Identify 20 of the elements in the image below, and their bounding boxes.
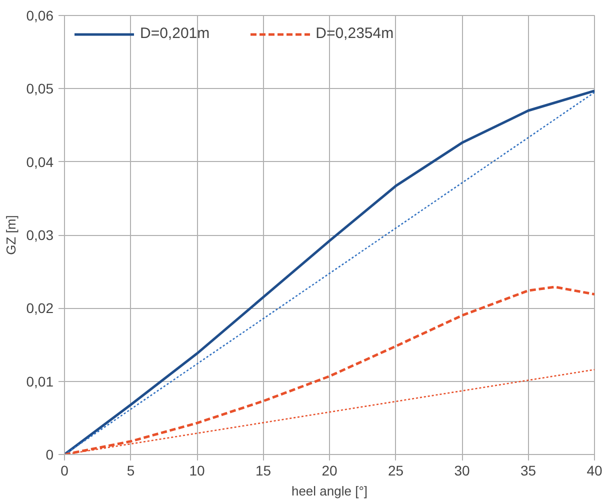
- y-tick-label: 0,03: [26, 227, 54, 243]
- y-tick-label: 0,01: [26, 373, 54, 390]
- x-tick-label: 5: [126, 462, 135, 478]
- x-tick-label: 10: [189, 462, 205, 478]
- x-tick-label: 0: [60, 462, 69, 478]
- x-tick-label: 40: [586, 462, 602, 478]
- x-tick-label: 25: [388, 462, 404, 478]
- legend-label: D=0,201m: [140, 25, 210, 42]
- y-tick-label: 0,04: [26, 154, 54, 170]
- y-tick-label: 0: [46, 446, 54, 462]
- x-tick-label: 30: [454, 462, 470, 478]
- y-tick-label: 0,02: [26, 300, 54, 316]
- y-tick-label: 0,05: [26, 80, 54, 97]
- x-tick-label: 15: [255, 462, 272, 478]
- x-tick-label: 20: [322, 462, 338, 478]
- y-tick-label: 0,06: [26, 8, 54, 24]
- y-axis-title: GZ [m]: [3, 215, 18, 255]
- x-axis-title: heel angle [°]: [291, 484, 368, 498]
- legend-label: D=0,2354m: [316, 25, 394, 42]
- x-tick-label: 35: [520, 462, 536, 478]
